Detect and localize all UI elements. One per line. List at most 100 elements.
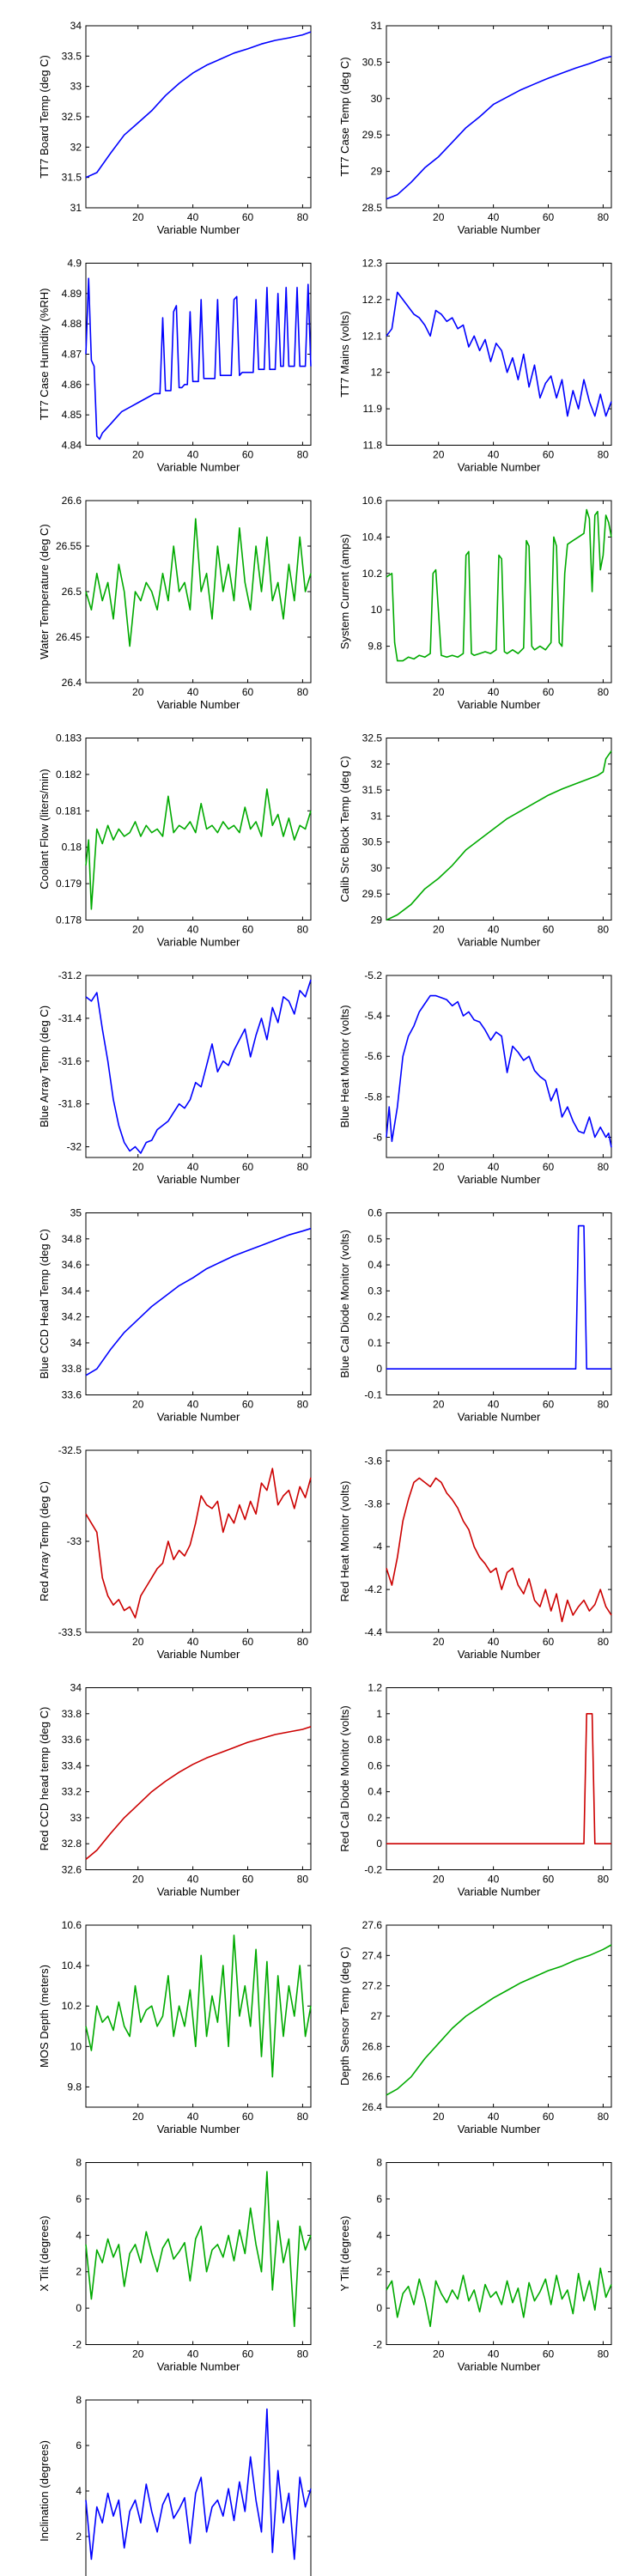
x-tick-label: 20	[433, 1874, 445, 1886]
y-tick-label: 0.182	[56, 769, 82, 781]
x-tick-label: 20	[433, 686, 445, 698]
y-axis-label: MOS Depth (meters)	[38, 1965, 51, 2068]
axes-box	[386, 1687, 612, 1870]
y-axis-label: Blue Cal Diode Monitor (volts)	[338, 1230, 351, 1378]
y-tick-label: 34	[70, 1682, 82, 1694]
x-tick-label: 80	[598, 1399, 610, 1411]
y-axis-label: Blue Array Temp (deg C)	[38, 1005, 51, 1127]
y-tick-label: 33.5	[62, 50, 82, 62]
y-tick-label: 31	[70, 202, 82, 214]
y-tick-label: 30.5	[362, 56, 383, 68]
y-tick-label: 29	[371, 914, 383, 927]
x-tick-label: 80	[297, 2348, 309, 2360]
x-tick-label: 20	[433, 2348, 445, 2360]
y-tick-label: -6	[373, 1131, 382, 1143]
y-tick-label: 35	[70, 1207, 82, 1219]
x-tick-label: 40	[187, 2348, 199, 2360]
x-tick-label: 40	[488, 211, 500, 223]
series-line	[386, 2267, 612, 2328]
y-tick-label: -0.1	[364, 1389, 382, 1401]
y-tick-label: 30	[371, 862, 383, 874]
series-line	[85, 1726, 312, 1861]
y-tick-label: 10.2	[362, 568, 383, 580]
subplot-11: 20 40 60 80 33.6 33.8 34 34.2 34.4 34.6 34.8 35 Vari…	[38, 1207, 312, 1424]
subplot-12: 20 40 60 80 -0.1 0 0.1 0.2 0.3 0.4 0.5 0.6 Variable …	[338, 1207, 612, 1424]
x-axis-label: Variable Number	[157, 1648, 240, 1661]
series-line	[386, 994, 612, 1148]
subplot-10: 20 40 60 80 -6 -5.8 -5.6 -5.4 -5.2 Variable Numbe…	[338, 969, 612, 1186]
x-tick-label: 80	[297, 924, 309, 936]
x-axis-label: Variable Number	[458, 1886, 541, 1899]
series-line	[386, 55, 612, 200]
axes-box	[386, 2162, 612, 2345]
y-tick-label: -5.2	[364, 969, 382, 981]
y-tick-label: -32	[67, 1141, 82, 1153]
x-tick-label: 80	[297, 2111, 309, 2123]
y-tick-label: 0	[76, 2302, 82, 2314]
y-tick-label: 11.9	[363, 403, 383, 415]
y-tick-label: 0.1	[368, 1337, 382, 1349]
y-axis-label: Depth Sensor Temp (deg C)	[338, 1947, 351, 2086]
x-tick-label: 20	[132, 449, 144, 461]
x-axis-label: Variable Number	[157, 1173, 240, 1186]
y-tick-label: 33	[70, 81, 82, 93]
y-tick-label: -31.6	[58, 1055, 82, 1067]
x-tick-label: 40	[488, 1636, 500, 1648]
axes-box	[85, 1924, 312, 2108]
x-tick-label: 60	[242, 211, 254, 223]
x-axis-label: Variable Number	[458, 461, 541, 474]
x-tick-label: 60	[543, 1399, 555, 1411]
y-axis-label: Blue Heat Monitor (volts)	[338, 1005, 351, 1127]
series-line	[386, 1713, 611, 1844]
x-tick-label: 60	[543, 924, 555, 936]
y-tick-label: 34.4	[62, 1285, 82, 1297]
y-tick-label: 0.5	[368, 1233, 382, 1245]
x-tick-label: 40	[187, 1874, 199, 1886]
y-tick-label: 0.18	[62, 841, 82, 854]
x-tick-label: 80	[598, 1636, 610, 1648]
x-tick-label: 60	[543, 211, 555, 223]
x-tick-label: 40	[187, 449, 199, 461]
y-tick-label: -4	[373, 1540, 382, 1552]
y-tick-label: 4.86	[62, 379, 82, 391]
x-tick-label: 60	[543, 449, 555, 461]
y-tick-label: 33.4	[62, 1759, 82, 1771]
y-tick-label: 26.4	[62, 677, 82, 689]
x-axis-label: Variable Number	[157, 1411, 240, 1424]
y-tick-label: 31.5	[362, 784, 383, 796]
y-tick-label: -5.6	[364, 1050, 382, 1062]
axes-box	[386, 975, 612, 1158]
y-tick-label: -2	[373, 2339, 382, 2351]
subplot-6: 20 40 60 80 9.8 10 10.2 10.4 10.6 Variable Number…	[338, 495, 612, 711]
y-tick-label: 1.2	[368, 1682, 382, 1694]
y-axis-label: TT7 Case Temp (deg C)	[338, 57, 351, 176]
y-tick-label: 0.2	[368, 1812, 382, 1824]
subplot-14: 20 40 60 80 -4.4 -4.2 -4 -3.8 -3.6 Variable Numbe…	[338, 1449, 612, 1661]
x-tick-label: 20	[433, 2111, 445, 2123]
x-tick-label: 40	[488, 686, 500, 698]
series-line	[85, 2408, 312, 2561]
y-tick-label: 10.6	[62, 1919, 82, 1931]
y-tick-label: 12.1	[362, 330, 383, 342]
y-tick-label: 0.181	[56, 805, 82, 817]
y-tick-label: 32.8	[62, 1838, 82, 1850]
y-tick-label: 0	[376, 1838, 382, 1850]
x-axis-label: Variable Number	[458, 2123, 541, 2136]
y-axis-label: Blue CCD Head Temp (deg C)	[38, 1229, 51, 1379]
y-tick-label: -0.2	[364, 1864, 382, 1876]
y-axis-label: Red Array Temp (deg C)	[38, 1481, 51, 1601]
y-tick-label: 10	[70, 2040, 82, 2052]
x-tick-label: 40	[187, 211, 199, 223]
y-tick-label: -32.5	[58, 1444, 82, 1456]
y-tick-label: 26.6	[362, 2071, 383, 2083]
y-axis-label: TT7 Case Humidity (%RH)	[38, 289, 51, 421]
y-tick-label: -3.8	[364, 1498, 382, 1510]
series-line	[85, 1227, 312, 1376]
y-tick-label: 27.4	[362, 1949, 383, 1961]
y-tick-label: -31.8	[58, 1098, 82, 1110]
x-tick-label: 80	[598, 1161, 610, 1173]
axes-box	[85, 975, 312, 1158]
y-tick-label: 0.8	[368, 1734, 382, 1746]
axes-box	[85, 500, 312, 683]
